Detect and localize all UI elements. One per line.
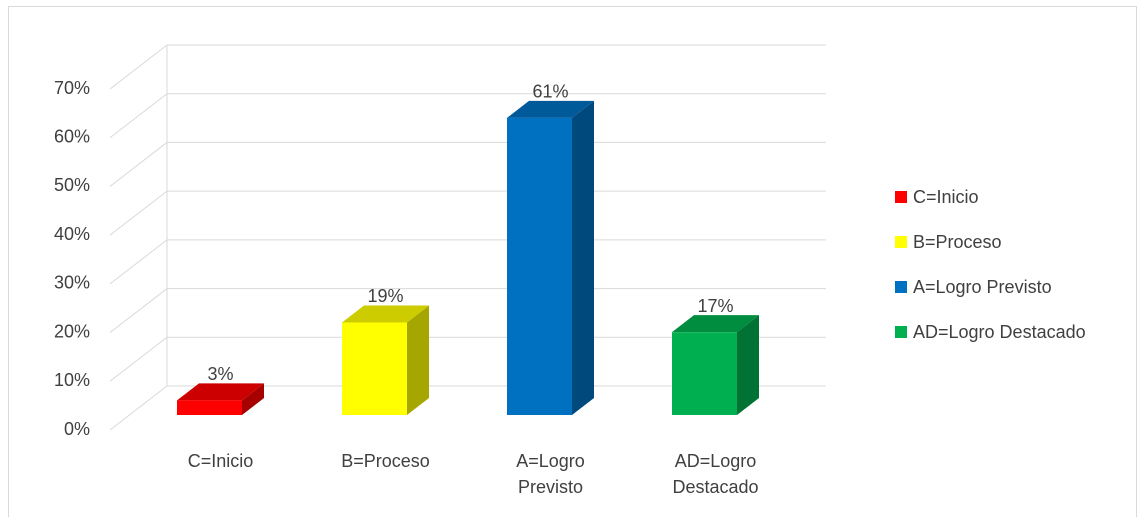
bar — [507, 117, 572, 415]
chart-frame — [8, 6, 1137, 517]
data-label: 3% — [207, 364, 233, 384]
bar-side — [737, 315, 759, 415]
bar — [177, 400, 242, 415]
grid-line — [109, 142, 168, 187]
x-tick-label: C=Inicio — [187, 451, 254, 471]
legend-label: A=Logro Previsto — [913, 277, 1052, 297]
legend-swatch — [895, 281, 907, 293]
bar-top — [672, 315, 759, 333]
legend-label: B=Proceso — [913, 232, 1002, 252]
grid-line — [109, 288, 168, 333]
bar — [342, 322, 407, 415]
legend-label: AD=Logro Destacado — [913, 322, 1086, 342]
bar-top — [342, 305, 429, 323]
y-tick-label: 60% — [54, 126, 90, 146]
grid-line — [109, 385, 168, 431]
y-tick-label: 10% — [54, 370, 90, 390]
bar-top — [177, 383, 264, 401]
bar-side — [242, 383, 264, 415]
x-tick-label: B=Proceso — [341, 451, 430, 471]
bar-side — [572, 100, 594, 415]
x-tick-label: A=Logro Previsto — [516, 451, 585, 497]
legend-swatch — [895, 191, 907, 203]
bar — [672, 332, 737, 415]
data-label: 19% — [367, 286, 403, 306]
grid-line — [109, 190, 168, 236]
x-tick-label: AD=Logro Destacado — [672, 451, 759, 497]
legend-swatch — [895, 326, 907, 338]
data-label: 61% — [532, 82, 568, 102]
y-tick-label: 50% — [54, 175, 90, 195]
bar-top — [507, 100, 594, 118]
y-tick-label: 20% — [54, 321, 90, 341]
legend-swatch — [895, 236, 907, 248]
grid-line — [109, 93, 168, 139]
grid-line — [109, 44, 168, 90]
grid-line — [109, 239, 168, 285]
data-label: 17% — [697, 296, 733, 316]
y-tick-label: 0% — [64, 419, 90, 439]
bar-side — [407, 305, 429, 415]
legend-label: C=Inicio — [913, 187, 979, 207]
y-tick-label: 40% — [54, 224, 90, 244]
y-tick-label: 70% — [54, 78, 90, 98]
y-tick-label: 30% — [54, 273, 90, 293]
grid-line — [109, 336, 168, 382]
